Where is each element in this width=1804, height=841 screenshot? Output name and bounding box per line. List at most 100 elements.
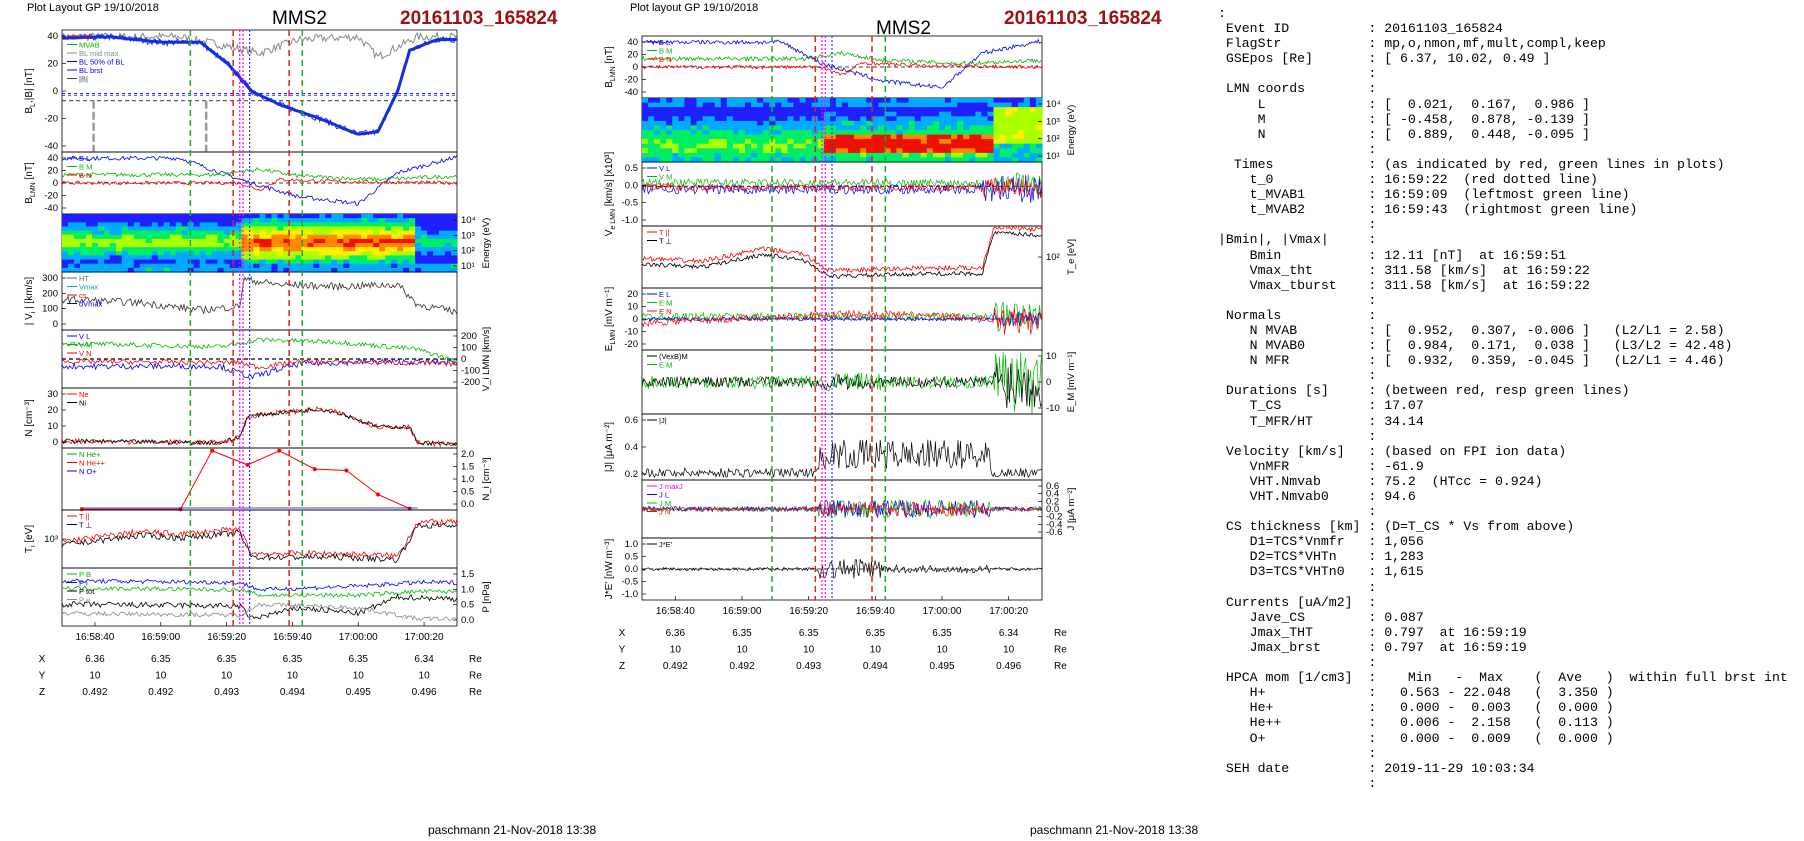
spectrogram-cell — [115, 214, 123, 219]
spectrogram-cell — [890, 98, 898, 104]
spectrogram-cell — [421, 230, 428, 236]
spectrogram-cell — [751, 111, 758, 117]
spectrogram-cell — [361, 226, 368, 232]
spectrogram-cell — [684, 157, 692, 163]
spectrogram-cell — [355, 267, 362, 273]
spectrogram-cell — [1011, 157, 1019, 163]
spectrogram-cell — [175, 255, 183, 261]
spectrogram-cell — [367, 218, 374, 223]
spectrogram-cell — [427, 251, 434, 256]
info-line: N MVAB0 : [ 0.984, 0.171, 0.038 ] (L3/L2… — [1218, 338, 1733, 354]
spectrogram-cell — [373, 218, 380, 223]
y-axis-label-tail: ⁻²] — [604, 422, 615, 434]
spectrogram-cell — [433, 214, 440, 219]
spectrogram-cell — [993, 116, 1001, 122]
spectrogram-cell — [817, 120, 825, 127]
spectrogram-cell — [872, 134, 879, 140]
spectrogram-cell — [277, 263, 285, 269]
spectrogram-cell — [654, 102, 661, 108]
spectrogram-cell — [103, 247, 111, 252]
y-axis-label-right: J [μA m⁻²] — [1066, 488, 1077, 531]
spectrogram-cell — [793, 120, 801, 127]
spectrogram-cell — [708, 139, 716, 145]
spectrogram-cell — [325, 259, 332, 265]
spectrogram-cell — [151, 230, 159, 236]
spectrogram-cell — [247, 243, 255, 248]
spectrogram-cell — [427, 214, 434, 219]
spectrogram-cell — [271, 214, 279, 219]
spectrogram-cell — [289, 243, 296, 248]
spectrogram-cell — [223, 263, 231, 269]
spectrogram-cell — [127, 251, 135, 256]
x-tick-label: 16:59:20 — [789, 606, 828, 617]
spectrogram-cell — [62, 226, 69, 232]
y-tick-label-right: -0.4 — [1046, 519, 1062, 530]
spectrogram-cell — [745, 139, 752, 145]
spectrogram-cell — [975, 107, 982, 113]
info-line: VHT.Nmvab : 75.2 (HTcc = 0.924) — [1218, 473, 1543, 489]
spectrogram-cell — [439, 214, 446, 219]
bn-trace — [641, 61, 1043, 76]
spectrogram-cell — [193, 259, 201, 265]
spectrogram-cell — [307, 243, 314, 248]
spectrogram-cell — [799, 102, 807, 108]
spectrogram-cell — [1005, 98, 1013, 104]
spectrogram-cell — [211, 243, 219, 248]
spectrogram-cell — [1035, 102, 1043, 108]
spectrogram-cell — [313, 243, 320, 248]
spectrogram-cell — [963, 148, 970, 154]
spectrogram-cell — [205, 234, 213, 240]
ephemeris-value: 10 — [803, 645, 815, 656]
spectrogram-cell — [720, 102, 728, 108]
spectrogram-cell — [229, 247, 237, 252]
spectrogram-cell — [720, 139, 728, 145]
spectrogram-cell — [205, 214, 213, 219]
spectrogram-cell — [945, 98, 952, 104]
spectrogram-cell — [271, 267, 279, 273]
spectrogram-cell — [890, 107, 898, 113]
spectrogram-cell — [775, 107, 782, 113]
spectrogram-cell — [68, 251, 75, 256]
spectrogram-cell — [702, 120, 710, 127]
spectrogram-cell — [817, 125, 825, 131]
spectrogram-cell — [678, 102, 686, 108]
spectrogram-cell — [319, 263, 326, 269]
ephemeris-unit: Re — [469, 654, 482, 665]
spectrogram-cell — [781, 157, 789, 163]
spectrogram-cell — [295, 234, 302, 240]
spectrogram-cell — [145, 259, 153, 265]
panel-frame — [61, 447, 458, 511]
spectrogram-cell — [421, 267, 428, 273]
spectrogram-cell — [187, 255, 195, 261]
spectrogram-cell — [175, 214, 183, 219]
spectrogram-cell — [409, 234, 416, 240]
spectrogram-cell — [823, 120, 831, 127]
spectrogram-cell — [751, 134, 758, 140]
spectrogram-cell — [133, 251, 141, 256]
left-plot-layout-label: Plot Layout GP 19/10/2018 — [27, 2, 159, 14]
spectrogram-cell — [696, 98, 704, 104]
spectrogram-cell — [678, 125, 686, 131]
spectrogram-cell — [672, 98, 679, 104]
y-axis-label-main: B — [24, 107, 35, 114]
spectrogram-cell — [708, 107, 716, 113]
spectrogram-cell — [672, 157, 679, 163]
spectrogram-cell — [1029, 120, 1037, 127]
spectrogram-cell — [957, 98, 964, 104]
spectrogram-cell — [373, 234, 380, 240]
spectrogram-cell — [702, 139, 710, 145]
spectrogram-cell — [373, 243, 380, 248]
spectrogram-cell — [787, 157, 795, 163]
spectrogram-cell — [823, 143, 831, 149]
spectrogram-cell — [229, 234, 237, 240]
spectrogram-cell — [714, 139, 722, 145]
spectrogram-cell — [205, 226, 213, 232]
spectrogram-cell — [866, 111, 873, 117]
panel-te: 10² T_e [eV]T ||T ⊥ — [641, 225, 1077, 289]
spectrogram-cell — [397, 226, 404, 232]
spectrogram-cell — [720, 148, 728, 154]
spectrogram-cell — [187, 247, 195, 252]
spectrogram-cell — [890, 116, 898, 122]
spectrogram-cell — [648, 102, 655, 108]
spectrogram-cell — [103, 255, 111, 261]
